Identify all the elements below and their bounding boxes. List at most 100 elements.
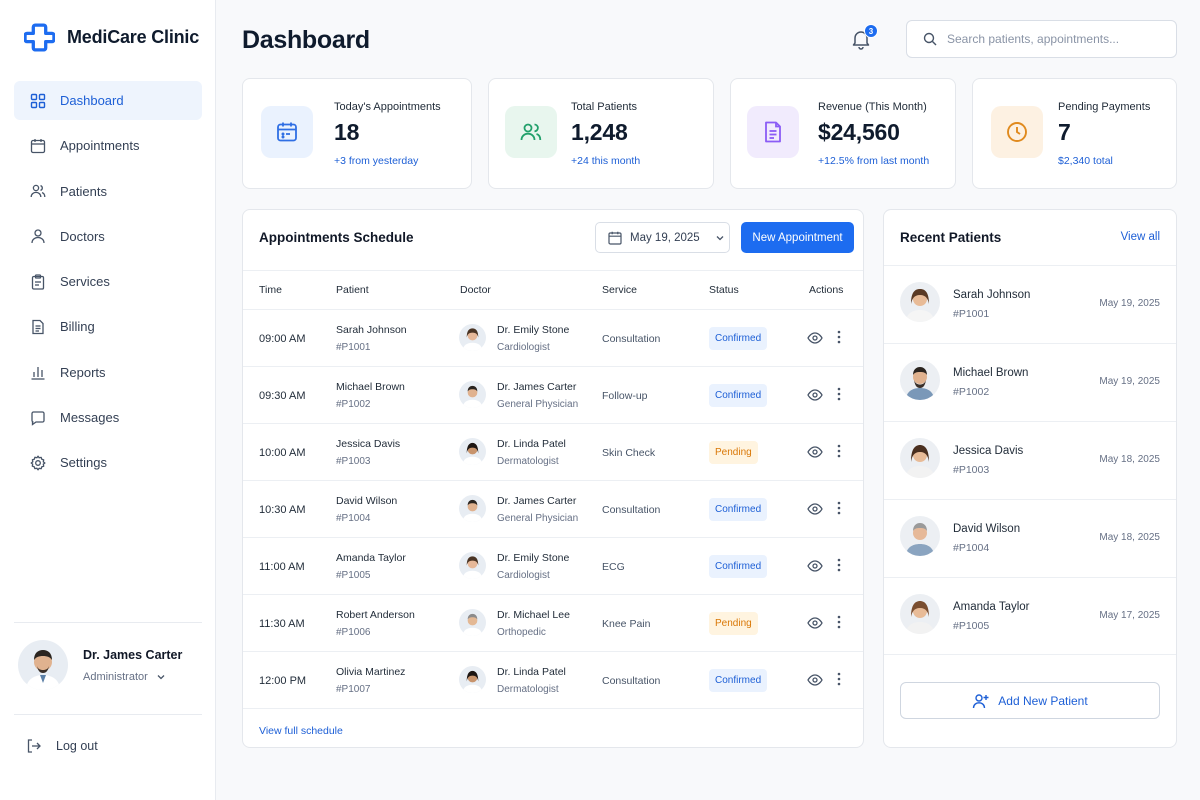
sidebar-item-dashboard[interactable]: Dashboard (14, 81, 202, 120)
sidebar-item-appointments[interactable]: Appointments (14, 126, 202, 165)
sidebar-item-services[interactable]: Services (14, 262, 202, 301)
search-icon (923, 32, 937, 46)
more-icon[interactable] (837, 671, 841, 687)
sidebar-item-label: Dashboard (60, 93, 124, 108)
table-row[interactable]: 09:00 AM Sarah Johnson #P1001 Dr. Emily S… (243, 310, 863, 367)
divider (14, 714, 202, 715)
app-name: MediCare Clinic (67, 27, 200, 47)
eye-icon[interactable] (807, 559, 823, 573)
list-item[interactable]: Amanda Taylor #P1005 May 17, 2025 (884, 577, 1176, 655)
table-row[interactable]: 09:30 AM Michael Brown #P1002 Dr. James C… (243, 367, 863, 424)
notification-badge: 3 (864, 24, 878, 38)
chevron-down-icon[interactable] (156, 672, 166, 682)
patient-name: Sarah Johnson (336, 324, 407, 336)
sidebar-item-label: Settings (60, 455, 107, 471)
table-row[interactable]: 10:30 AM David Wilson #P1004 Dr. James Ca… (243, 481, 863, 538)
search-input[interactable] (947, 32, 1147, 46)
date-picker[interactable]: May 19, 2025 (595, 222, 730, 253)
appointment-time: 10:00 AM (259, 446, 306, 459)
table-row[interactable]: 11:00 AM Amanda Taylor #P1005 Dr. Emily S… (243, 538, 863, 595)
eye-icon[interactable] (807, 673, 823, 687)
doctor-specialty: Cardiologist (497, 342, 550, 353)
column-header-patient: Patient (336, 284, 369, 296)
table-row[interactable]: 12:00 PM Olivia Martinez #P1007 Dr. Linda… (243, 652, 863, 709)
more-icon[interactable] (837, 386, 841, 402)
list-item[interactable]: Jessica Davis #P1003 May 18, 2025 (884, 421, 1176, 499)
sidebar-item-patients[interactable]: Patients (14, 172, 202, 211)
stat-card-pending: Pending Payments 7 $2,340 total (972, 78, 1177, 189)
appointments-panel: Appointments Schedule May 19, 2025 New A… (242, 209, 864, 748)
eye-icon[interactable] (807, 616, 823, 630)
patient-id: #P1002 (953, 386, 990, 398)
table-row[interactable]: 11:30 AM Robert Anderson #P1006 Dr. Micha… (243, 595, 863, 652)
sidebar-item-reports[interactable]: Reports (14, 353, 202, 392)
doctor-specialty: General Physician (497, 513, 579, 524)
stat-label: Today's Appointments (334, 101, 441, 113)
patient-id: #P1004 (953, 542, 990, 554)
view-all-link[interactable]: View all (1120, 231, 1160, 243)
table-row[interactable]: 10:00 AM Jessica Davis #P1003 Dr. Linda P… (243, 424, 863, 481)
logout-icon (27, 739, 41, 753)
stat-value: $24,560 (818, 119, 900, 145)
panel-title: Appointments Schedule (259, 230, 414, 245)
avatar (459, 438, 486, 465)
list-item[interactable]: Michael Brown #P1002 May 19, 2025 (884, 343, 1176, 421)
clipboard-icon (30, 274, 46, 290)
more-icon[interactable] (837, 443, 841, 459)
stat-trend: +24 this month (571, 155, 641, 167)
sidebar-item-billing[interactable]: Billing (14, 307, 202, 346)
list-item[interactable]: David Wilson #P1004 May 18, 2025 (884, 499, 1176, 577)
user-profile[interactable]: Dr. James Carter Administrator (18, 640, 182, 690)
stat-label: Pending Payments (1058, 101, 1151, 113)
column-header-doctor: Doctor (460, 284, 491, 296)
visit-date: May 19, 2025 (1099, 298, 1160, 309)
service: Skin Check (602, 446, 656, 459)
stat-card-appointments: Today's Appointments 18 +3 from yesterda… (242, 78, 472, 189)
eye-icon[interactable] (807, 502, 823, 516)
more-icon[interactable] (837, 557, 841, 573)
eye-icon[interactable] (807, 331, 823, 345)
panel-title: Recent Patients (900, 230, 1002, 245)
stat-trend: +12.5% from last month (818, 155, 930, 167)
chevron-down-icon (716, 235, 724, 240)
service: Knee Pain (602, 617, 651, 630)
patient-name: Sarah Johnson (953, 289, 1031, 301)
visit-date: May 19, 2025 (1099, 376, 1160, 387)
patient-id: #P1003 (953, 464, 990, 476)
service: Consultation (602, 332, 661, 345)
bar-chart-icon (30, 364, 46, 380)
list-item[interactable]: Sarah Johnson #P1001 May 19, 2025 (884, 265, 1176, 343)
new-appointment-button[interactable]: New Appointment (741, 222, 854, 253)
sidebar-item-label: Patients (60, 183, 107, 199)
stat-value: 1,248 (571, 119, 628, 145)
view-full-schedule-link[interactable]: View full schedule (259, 725, 343, 737)
more-icon[interactable] (837, 500, 841, 516)
more-icon[interactable] (837, 329, 841, 345)
add-new-patient-button[interactable]: Add New Patient (900, 682, 1160, 719)
logo[interactable]: MediCare Clinic (24, 22, 199, 53)
users-icon (30, 183, 46, 199)
doctor-name: Dr. James Carter (497, 495, 577, 507)
logout-label: Log out (56, 739, 98, 753)
bell-icon[interactable] (850, 28, 872, 50)
avatar (900, 282, 940, 322)
doctor-name: Dr. Emily Stone (497, 552, 570, 564)
service: ECG (602, 560, 625, 573)
sidebar: MediCare Clinic Dashboard Appointments P… (0, 0, 216, 800)
status-badge: Confirmed (709, 669, 768, 692)
patient-name: Jessica Davis (336, 438, 401, 450)
more-icon[interactable] (837, 614, 841, 630)
patient-id: #P1003 (336, 456, 371, 467)
appointment-time: 11:00 AM (259, 560, 305, 573)
users-icon (505, 106, 557, 158)
add-new-patient-label: Add New Patient (998, 693, 1088, 708)
patient-id: #P1006 (336, 627, 371, 638)
divider (243, 270, 863, 271)
eye-icon[interactable] (807, 445, 823, 459)
sidebar-item-settings[interactable]: Settings (14, 443, 202, 482)
sidebar-item-messages[interactable]: Messages (14, 398, 202, 437)
sidebar-item-doctors[interactable]: Doctors (14, 217, 202, 256)
status-badge: Confirmed (709, 555, 768, 578)
eye-icon[interactable] (807, 388, 823, 402)
logout-button[interactable]: Log out (26, 738, 98, 754)
